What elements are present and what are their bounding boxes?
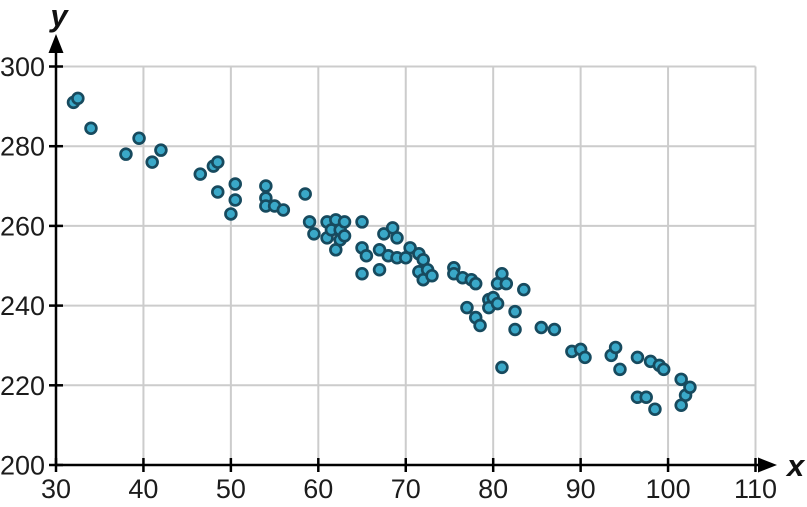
data-point bbox=[656, 362, 671, 377]
data-point bbox=[132, 131, 146, 145]
x-tick-label: 40 bbox=[128, 474, 158, 504]
y-tick-label: 220 bbox=[0, 371, 45, 401]
data-point bbox=[674, 372, 688, 387]
x-tick-label: 110 bbox=[734, 474, 777, 504]
data-point bbox=[211, 185, 225, 199]
y-tick-label: 280 bbox=[0, 132, 45, 162]
y-axis-label: y bbox=[48, 0, 69, 33]
data-point bbox=[145, 155, 159, 169]
y-tick-label: 300 bbox=[0, 52, 45, 82]
data-point bbox=[490, 296, 505, 311]
data-point bbox=[224, 207, 238, 221]
data-point bbox=[578, 350, 592, 365]
data-point bbox=[630, 350, 645, 365]
data-point bbox=[460, 300, 474, 315]
data-point bbox=[337, 215, 352, 229]
data-point bbox=[648, 402, 662, 416]
x-tick-label: 90 bbox=[566, 474, 596, 504]
data-point bbox=[377, 227, 391, 241]
data-point bbox=[390, 231, 404, 245]
x-tick-label: 80 bbox=[478, 474, 508, 504]
data-point bbox=[499, 276, 514, 291]
x-tick-label: 70 bbox=[391, 474, 421, 504]
data-point bbox=[372, 262, 387, 277]
x-tick-label: 100 bbox=[646, 474, 691, 504]
data-point bbox=[228, 193, 242, 207]
data-point bbox=[425, 268, 439, 283]
data-point bbox=[119, 147, 133, 161]
data-point bbox=[547, 322, 562, 337]
data-point bbox=[403, 241, 417, 255]
x-tick-label: 30 bbox=[41, 474, 71, 504]
data-point bbox=[683, 380, 697, 395]
data-point bbox=[534, 320, 549, 335]
data-point bbox=[298, 187, 312, 201]
data-point bbox=[517, 282, 531, 297]
data-point bbox=[613, 362, 627, 377]
data-point bbox=[154, 143, 168, 157]
x-axis-label: x bbox=[785, 448, 806, 483]
data-point bbox=[639, 390, 653, 405]
data-point bbox=[228, 177, 242, 191]
x-tick-label: 60 bbox=[303, 474, 333, 504]
y-tick-label: 240 bbox=[0, 291, 45, 321]
data-point bbox=[302, 215, 317, 229]
data-point bbox=[71, 91, 85, 106]
data-point bbox=[473, 318, 487, 333]
data-point bbox=[211, 155, 225, 169]
data-point bbox=[508, 304, 522, 319]
y-tick-label: 260 bbox=[0, 211, 45, 241]
data-point bbox=[307, 227, 321, 241]
data-point bbox=[359, 249, 374, 263]
x-axis-arrow-icon bbox=[758, 457, 777, 473]
data-point bbox=[372, 243, 387, 257]
y-axis-arrow-icon bbox=[48, 34, 64, 53]
data-point bbox=[193, 167, 208, 181]
data-point bbox=[259, 179, 273, 193]
data-point bbox=[508, 322, 522, 337]
data-point bbox=[468, 276, 483, 291]
y-tick-label: 200 bbox=[0, 451, 45, 481]
data-point bbox=[608, 340, 623, 355]
data-point bbox=[276, 203, 291, 217]
data-point bbox=[355, 266, 369, 281]
x-tick-label: 50 bbox=[216, 474, 246, 504]
data-point bbox=[495, 360, 509, 375]
data-point bbox=[355, 215, 369, 229]
data-point bbox=[84, 121, 98, 136]
data-point bbox=[337, 229, 352, 243]
